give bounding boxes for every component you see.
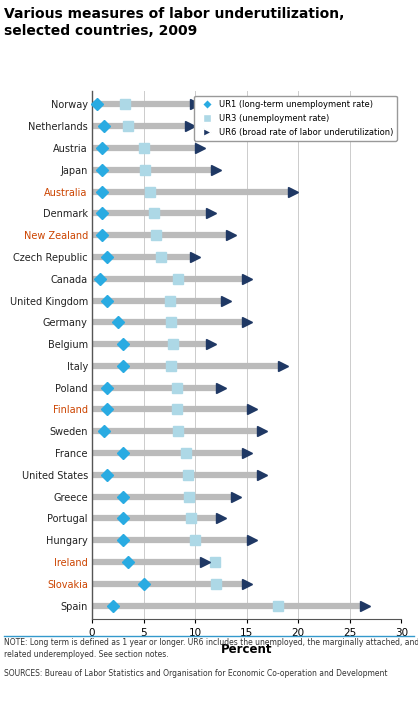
Text: Various measures of labor underutilization,
selected countries, 2009: Various measures of labor underutilizati… (4, 7, 344, 39)
Legend: UR1 (long-term unemployment rate), UR3 (unemployment rate), UR6 (broad rate of l: UR1 (long-term unemployment rate), UR3 (… (194, 96, 397, 141)
Text: SOURCES: Bureau of Labor Statistics and Organisation for Economic Co-operation a: SOURCES: Bureau of Labor Statistics and … (4, 669, 387, 678)
X-axis label: Percent: Percent (221, 643, 273, 656)
Text: NOTE: Long term is defined as 1 year or longer. UR6 includes the unemployed, the: NOTE: Long term is defined as 1 year or … (4, 638, 418, 659)
